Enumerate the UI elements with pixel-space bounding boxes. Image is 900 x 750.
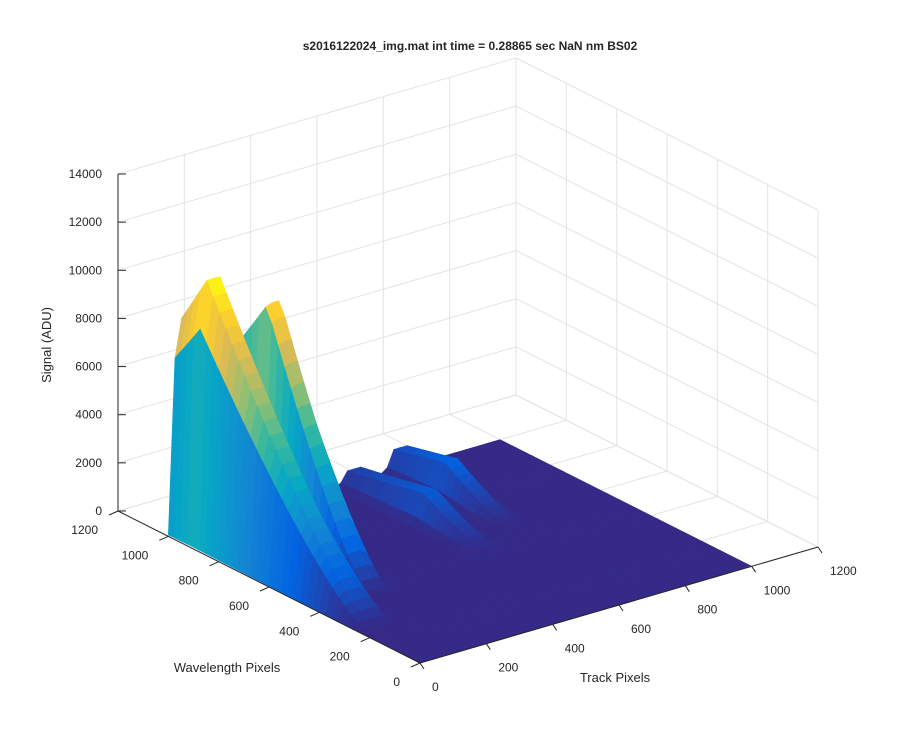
x-tick-label: 1000 xyxy=(764,583,791,597)
wall-grid-line xyxy=(515,201,819,355)
y-tick-label: 600 xyxy=(229,599,249,613)
y-tick-mark xyxy=(310,611,320,617)
surface-plot xyxy=(168,275,753,664)
y-tick-mark xyxy=(410,662,421,668)
y-tick-label: 200 xyxy=(330,650,350,664)
x-axis-label: Track Pixels xyxy=(580,670,651,685)
x-tick-label: 200 xyxy=(498,661,518,675)
z-tick-label: 14000 xyxy=(69,167,103,181)
z-tick-label: 12000 xyxy=(69,215,103,229)
wall-grid-line xyxy=(515,346,819,500)
z-tick-label: 10000 xyxy=(69,263,103,277)
x-tick-mark xyxy=(817,546,823,554)
y-tick-label: 1200 xyxy=(71,523,98,537)
y-tick-label: 400 xyxy=(279,624,299,638)
y-tick-label: 1000 xyxy=(122,548,149,562)
wall-grid-line xyxy=(515,57,819,211)
y-tick-mark xyxy=(209,561,219,567)
z-tick-label: 8000 xyxy=(75,311,102,325)
y-tick-mark xyxy=(159,535,169,541)
wall-grid-line xyxy=(515,105,819,259)
x-tick-label: 600 xyxy=(631,622,651,636)
x-tick-mark xyxy=(751,566,757,573)
wall-grid-line xyxy=(117,153,517,271)
tick-labels: 0200400600800100012000200400600800100012… xyxy=(69,167,857,694)
y-tick-label: 0 xyxy=(393,675,400,689)
z-tick-label: 2000 xyxy=(75,456,102,470)
x-tick-mark xyxy=(419,662,425,670)
wall-grid-line xyxy=(515,153,819,307)
z-tick-label: 0 xyxy=(95,504,102,518)
wall-grid-line xyxy=(515,394,819,548)
y-tick-mark xyxy=(360,637,370,643)
x-tick-mark xyxy=(684,585,690,592)
x-tick-label: 1200 xyxy=(830,564,857,578)
y-tick-mark xyxy=(108,510,119,516)
z-axis-label: Signal (ADU) xyxy=(39,307,54,383)
x-tick-mark xyxy=(552,624,558,631)
x-tick-mark xyxy=(618,604,624,612)
x-tick-mark xyxy=(485,643,491,650)
x-tick-label: 800 xyxy=(697,603,717,617)
x-tick-label: 400 xyxy=(565,641,585,655)
y-tick-mark xyxy=(259,586,270,592)
wall-grid-line xyxy=(117,201,517,319)
chart-title: s2016122024_img.mat int time = 0.28865 s… xyxy=(303,39,638,53)
wall-grid-line xyxy=(117,57,517,175)
y-tick-label: 800 xyxy=(179,574,199,588)
y-axis-label: Wavelength Pixels xyxy=(174,660,281,675)
z-tick-label: 4000 xyxy=(75,408,102,422)
wall-grid-line xyxy=(515,250,819,404)
z-tick-label: 6000 xyxy=(75,360,102,374)
wall-grid-line xyxy=(117,105,517,223)
axes-lines xyxy=(108,173,823,670)
wall-grid-line xyxy=(515,298,819,452)
x-tick-label: 0 xyxy=(432,680,439,694)
